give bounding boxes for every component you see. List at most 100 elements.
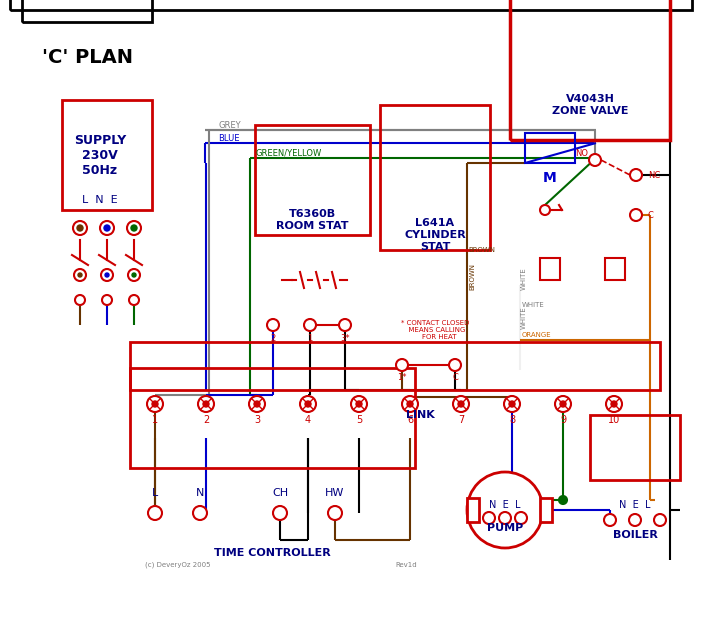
Text: 3: 3 <box>254 415 260 425</box>
Circle shape <box>127 221 141 235</box>
Circle shape <box>148 506 162 520</box>
Circle shape <box>128 269 140 281</box>
Circle shape <box>654 514 666 526</box>
Text: 3*: 3* <box>340 333 350 342</box>
Text: 2: 2 <box>270 333 276 342</box>
Text: LINK: LINK <box>406 410 435 420</box>
Text: * CONTACT CLOSED
  MEANS CALLING
    FOR HEAT: * CONTACT CLOSED MEANS CALLING FOR HEAT <box>401 320 469 340</box>
Text: 9: 9 <box>560 415 566 425</box>
Circle shape <box>75 295 85 305</box>
Circle shape <box>193 506 207 520</box>
Text: ORANGE: ORANGE <box>522 332 552 338</box>
Circle shape <box>402 396 418 412</box>
Text: GREY: GREY <box>218 121 241 129</box>
Text: V4043H
ZONE VALVE: V4043H ZONE VALVE <box>552 94 628 116</box>
Circle shape <box>589 154 601 166</box>
Text: 8: 8 <box>509 415 515 425</box>
Circle shape <box>267 319 279 331</box>
Text: WHITE: WHITE <box>521 306 527 329</box>
Text: WHITE: WHITE <box>521 267 527 290</box>
Circle shape <box>104 225 110 231</box>
Circle shape <box>509 401 515 407</box>
Circle shape <box>249 396 265 412</box>
FancyBboxPatch shape <box>540 498 552 522</box>
Circle shape <box>555 396 571 412</box>
Circle shape <box>77 225 83 231</box>
FancyBboxPatch shape <box>540 258 560 280</box>
Text: 1: 1 <box>152 415 158 425</box>
Circle shape <box>559 496 567 504</box>
Circle shape <box>630 209 642 221</box>
Text: N  E  L: N E L <box>489 500 521 510</box>
Text: M: M <box>543 171 557 185</box>
Circle shape <box>101 269 113 281</box>
Text: GREEN/YELLOW: GREEN/YELLOW <box>255 149 322 158</box>
Circle shape <box>305 401 311 407</box>
Text: C: C <box>648 210 654 219</box>
Circle shape <box>131 225 137 231</box>
Circle shape <box>396 359 408 371</box>
Text: NC: NC <box>648 171 661 179</box>
Circle shape <box>604 514 616 526</box>
Circle shape <box>254 401 260 407</box>
Text: 7: 7 <box>458 415 464 425</box>
Circle shape <box>147 396 163 412</box>
Circle shape <box>515 512 527 524</box>
Circle shape <box>78 273 82 277</box>
Circle shape <box>483 512 495 524</box>
Text: WHITE: WHITE <box>522 302 545 308</box>
Text: NO: NO <box>575 149 588 158</box>
Text: (c) DeveryOz 2005: (c) DeveryOz 2005 <box>145 562 211 569</box>
Text: BROWN: BROWN <box>468 247 495 253</box>
Circle shape <box>102 295 112 305</box>
Text: C: C <box>452 372 458 381</box>
Circle shape <box>73 221 87 235</box>
Circle shape <box>504 396 520 412</box>
Circle shape <box>356 401 362 407</box>
Circle shape <box>630 169 642 181</box>
Text: 4: 4 <box>305 415 311 425</box>
Text: 10: 10 <box>608 415 620 425</box>
Text: BOILER: BOILER <box>613 530 658 540</box>
Circle shape <box>74 269 86 281</box>
Text: BROWN: BROWN <box>469 263 475 290</box>
Text: 6: 6 <box>407 415 413 425</box>
Circle shape <box>467 472 543 548</box>
Circle shape <box>100 221 114 235</box>
Circle shape <box>105 273 109 277</box>
Text: L: L <box>152 488 158 498</box>
Circle shape <box>304 319 316 331</box>
Text: L641A
CYLINDER
STAT: L641A CYLINDER STAT <box>404 219 466 252</box>
FancyBboxPatch shape <box>605 258 625 280</box>
Circle shape <box>499 512 511 524</box>
Circle shape <box>273 506 287 520</box>
Circle shape <box>300 396 316 412</box>
Circle shape <box>540 205 550 215</box>
Text: PUMP: PUMP <box>487 523 523 533</box>
Text: 1: 1 <box>307 333 312 342</box>
Circle shape <box>328 506 342 520</box>
Circle shape <box>351 396 367 412</box>
Text: 1*: 1* <box>397 372 406 381</box>
Text: 'C' PLAN: 'C' PLAN <box>41 47 133 67</box>
Circle shape <box>407 401 413 407</box>
Text: 2: 2 <box>203 415 209 425</box>
Text: N  E  L: N E L <box>619 500 651 510</box>
Circle shape <box>203 401 209 407</box>
Text: HW: HW <box>325 488 345 498</box>
Text: T6360B
ROOM STAT: T6360B ROOM STAT <box>276 209 348 231</box>
Circle shape <box>611 401 617 407</box>
Circle shape <box>132 273 136 277</box>
Text: 5: 5 <box>356 415 362 425</box>
Circle shape <box>449 359 461 371</box>
Circle shape <box>152 401 158 407</box>
Circle shape <box>629 514 641 526</box>
Circle shape <box>606 396 622 412</box>
Text: BLUE: BLUE <box>218 133 239 142</box>
FancyBboxPatch shape <box>467 498 479 522</box>
Circle shape <box>129 295 139 305</box>
Circle shape <box>458 401 464 407</box>
Circle shape <box>560 401 566 407</box>
Text: TIME CONTROLLER: TIME CONTROLLER <box>213 548 331 558</box>
Circle shape <box>453 396 469 412</box>
